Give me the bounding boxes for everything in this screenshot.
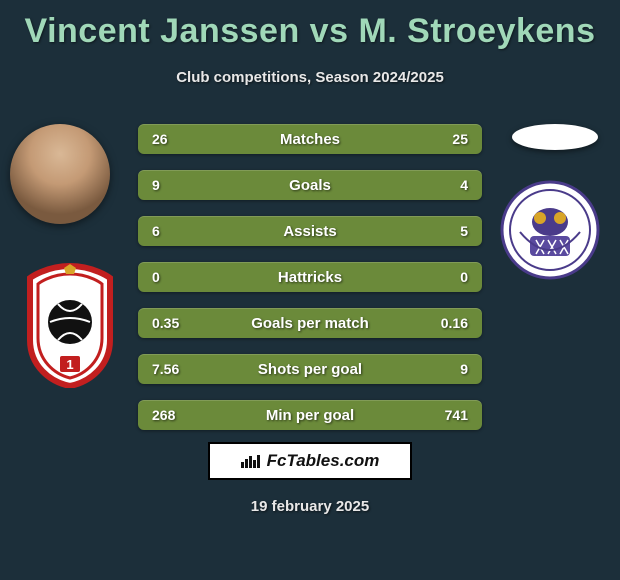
page-title: Vincent Janssen vs M. Stroeykens: [0, 0, 620, 51]
stat-label: Goals: [192, 177, 428, 194]
stat-left-value: 0.35: [152, 315, 192, 331]
stat-right-value: 5: [428, 223, 468, 239]
stat-right-value: 741: [428, 407, 468, 423]
stat-row: 0 Hattricks 0: [138, 262, 482, 292]
stat-left-value: 268: [152, 407, 192, 423]
stat-label: Min per goal: [192, 407, 428, 424]
subtitle: Club competitions, Season 2024/2025: [0, 69, 620, 86]
stat-label: Hattricks: [192, 269, 428, 286]
stat-right-value: 4: [428, 177, 468, 193]
stat-left-value: 0: [152, 269, 192, 285]
stat-left-value: 6: [152, 223, 192, 239]
stat-row: 9 Goals 4: [138, 170, 482, 200]
brand-text: FcTables.com: [267, 451, 380, 471]
stat-left-value: 9: [152, 177, 192, 193]
stat-row: 26 Matches 25: [138, 124, 482, 154]
brand-badge: FcTables.com: [208, 442, 412, 480]
club-right-crest: [500, 180, 600, 285]
stat-left-value: 7.56: [152, 361, 192, 377]
player-left-avatar: [10, 124, 110, 224]
stat-left-value: 26: [152, 131, 192, 147]
bars-icon: [241, 454, 261, 468]
stat-label: Shots per goal: [192, 361, 428, 378]
svg-text:1: 1: [66, 357, 73, 372]
stat-row: 7.56 Shots per goal 9: [138, 354, 482, 384]
stat-row: 268 Min per goal 741: [138, 400, 482, 430]
stat-label: Assists: [192, 223, 428, 240]
stat-right-value: 25: [428, 131, 468, 147]
date-text: 19 february 2025: [0, 498, 620, 515]
stat-right-value: 9: [428, 361, 468, 377]
stats-table: 26 Matches 25 9 Goals 4 6 Assists 5 0 Ha…: [138, 124, 482, 446]
stat-label: Goals per match: [192, 315, 428, 332]
stat-row: 6 Assists 5: [138, 216, 482, 246]
stat-row: 0.35 Goals per match 0.16: [138, 308, 482, 338]
stat-right-value: 0.16: [428, 315, 468, 331]
club-left-crest: 1: [16, 260, 124, 393]
stat-label: Matches: [192, 131, 428, 148]
player-right-avatar: [512, 124, 598, 150]
antwerp-crest-icon: 1: [16, 260, 124, 388]
stat-right-value: 0: [428, 269, 468, 285]
anderlecht-crest-icon: [500, 180, 600, 280]
